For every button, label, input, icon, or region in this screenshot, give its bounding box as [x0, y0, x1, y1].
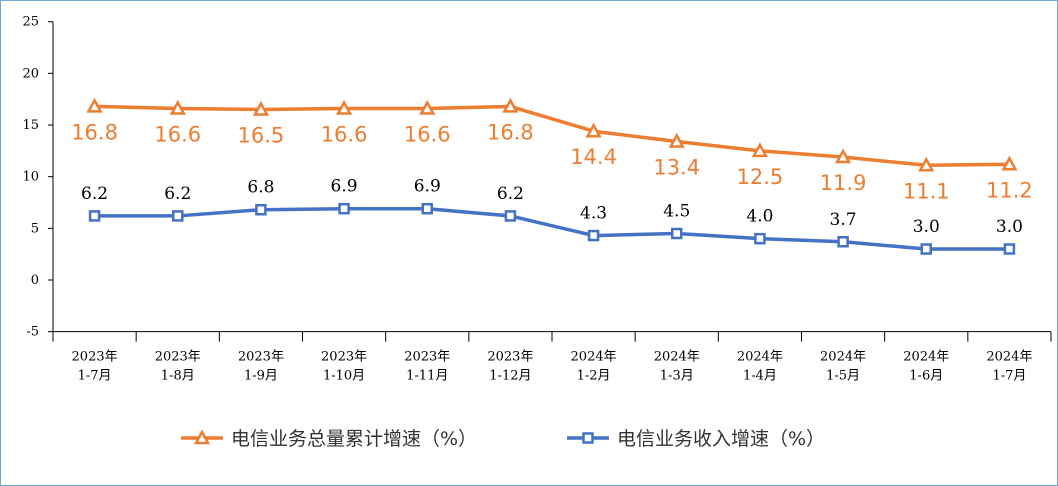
x-tick-label-year: 2024年 [571, 350, 617, 365]
square-marker-point [920, 243, 932, 255]
x-tick-label-year: 2023年 [487, 350, 533, 365]
data-label-business-volume: 13.4 [653, 156, 700, 180]
y-tick-label: 15 [22, 118, 39, 133]
x-tick-label-year: 2023年 [404, 350, 450, 365]
x-tick-label-year: 2023年 [238, 350, 284, 365]
square-marker-point [338, 202, 350, 215]
legend-square-icon [582, 432, 594, 444]
square-marker-point [671, 227, 683, 240]
data-label-business-volume: 16.6 [404, 122, 451, 146]
triangle-marker-point [1001, 155, 1018, 171]
triangle-marker-point [668, 132, 685, 148]
triangle-marker-point [252, 100, 270, 116]
x-tick-label-year: 2023年 [155, 350, 201, 365]
x-tick-label-year: 2024年 [654, 350, 700, 365]
data-label-business-volume: 11.9 [820, 171, 867, 195]
legend-label-business-volume: 电信业务总量累计增速（%） [231, 428, 477, 450]
data-label-business-volume: 11.1 [903, 179, 950, 203]
triangle-marker-point [585, 122, 602, 138]
data-label-business-volume: 16.6 [321, 122, 368, 146]
data-label-business-volume: 16.8 [487, 120, 534, 144]
x-tick-label-period: 1-6月 [909, 369, 943, 384]
triangle-marker-point [86, 97, 103, 113]
data-label-business-revenue: 6.9 [414, 177, 441, 197]
x-tick-label-year: 2024年 [737, 350, 783, 365]
data-label-business-volume: 14.4 [570, 145, 617, 169]
x-tick-label-period: 1-7月 [78, 369, 112, 384]
y-tick-label: 20 [22, 66, 39, 81]
x-tick-label-year: 2024年 [986, 350, 1032, 365]
y-tick-label: -5 [26, 325, 39, 340]
data-label-business-volume: 16.6 [154, 122, 201, 146]
data-label-business-volume: 12.5 [737, 165, 784, 189]
data-label-business-revenue: 6.2 [164, 184, 191, 204]
square-marker-point [837, 236, 849, 248]
square-marker-point [88, 210, 101, 222]
data-label-business-volume: 16.8 [71, 120, 118, 144]
triangle-marker-point [419, 99, 436, 115]
x-tick-label-period: 1-2月 [577, 369, 611, 384]
data-label-business-revenue: 4.5 [663, 202, 690, 222]
square-marker-point [587, 229, 600, 242]
legend-triangle-icon [193, 429, 211, 445]
data-label-business-revenue: 3.0 [913, 217, 940, 237]
legend-label-business-revenue: 电信业务收入增速（%） [617, 428, 825, 450]
square-marker-point [754, 232, 766, 245]
square-marker-point [1003, 243, 1016, 255]
data-label-business-revenue: 3.7 [830, 210, 857, 230]
triangle-marker-point [169, 99, 186, 115]
data-label-business-revenue: 6.2 [81, 184, 108, 204]
data-label-business-revenue: 6.2 [497, 184, 524, 204]
series-line-business-volume [94, 104, 1010, 168]
y-tick-label: 10 [22, 170, 39, 185]
x-tick-label-period: 1-10月 [323, 369, 365, 384]
x-tick-label-period: 1-5月 [826, 369, 860, 384]
x-tick-label-year: 2023年 [321, 350, 367, 365]
x-tick-label-year: 2023年 [72, 350, 118, 365]
series-line-business-revenue [94, 206, 1010, 251]
data-label-business-revenue: 4.3 [580, 204, 607, 224]
triangle-marker-point [335, 99, 353, 115]
y-tick-label: 25 [22, 15, 39, 30]
x-tick-label-period: 1-3月 [660, 369, 694, 384]
x-tick-label-period: 1-12月 [489, 369, 531, 384]
triangle-marker-point [834, 148, 852, 164]
x-tick-label-period: 1-8月 [161, 369, 195, 384]
y-tick-label: 0 [31, 273, 39, 288]
data-label-business-volume: 11.2 [986, 178, 1033, 202]
data-label-business-revenue: 6.8 [247, 178, 274, 198]
data-label-business-revenue: 6.9 [331, 177, 358, 197]
x-tick-label-period: 1-7月 [992, 369, 1026, 384]
data-label-business-revenue: 4.0 [746, 207, 773, 227]
square-marker-point [255, 203, 267, 216]
square-marker-point [421, 202, 433, 215]
square-marker-point [504, 210, 517, 222]
x-tick-label-period: 1-11月 [406, 369, 448, 384]
triangle-marker-point [502, 97, 519, 113]
triangle-marker-point [918, 156, 935, 172]
y-tick-label: 5 [31, 221, 39, 236]
square-marker-point [172, 210, 184, 222]
triangle-marker-point [751, 142, 769, 158]
data-label-business-revenue: 3.0 [996, 217, 1023, 237]
x-tick-label-period: 1-9月 [244, 369, 278, 384]
data-label-business-volume: 16.5 [238, 124, 285, 148]
x-tick-label-year: 2024年 [903, 350, 949, 365]
x-tick-label-period: 1-4月 [743, 369, 777, 384]
x-tick-label-year: 2024年 [820, 350, 866, 365]
